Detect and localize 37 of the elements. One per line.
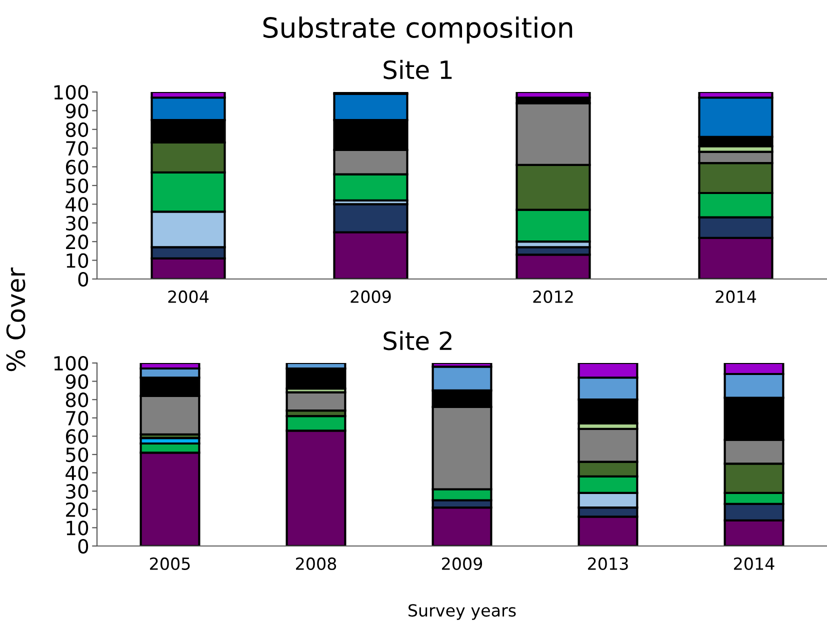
y-tick-label: 10 (66, 520, 88, 536)
chart-title: Substrate composition (263, 16, 572, 44)
y-tick-label: 0 (78, 538, 88, 554)
x-tick-label: 2008 (296, 557, 336, 570)
y-tick-label: 60 (66, 160, 88, 174)
x-tick-label: 2005 (150, 557, 190, 570)
y-tick-label: 30 (66, 216, 88, 231)
x-tick-label: 2004 (168, 290, 209, 304)
chart-subtitle: Site 1 (384, 60, 452, 80)
y-tick-label: 40 (66, 197, 88, 212)
x-tick-label: 2013 (588, 557, 628, 570)
y-tick-label: 10 (66, 253, 88, 268)
y-tick-label: 20 (66, 234, 88, 250)
y-tick-label: 100 (54, 84, 88, 100)
y-tick-label: 80 (66, 122, 88, 138)
y-tick-label: 40 (66, 466, 88, 480)
y-tick-label: 70 (66, 410, 88, 426)
y-axis-title: % Cover (6, 268, 26, 372)
bar (286, 367, 346, 390)
y-tick-label: 70 (66, 141, 88, 156)
y-tick-label: 50 (66, 178, 88, 194)
x-axis-title: Survey years (408, 604, 516, 620)
y-tick-label: 60 (66, 429, 88, 444)
y-tick-label: 0 (78, 272, 88, 287)
y-tick-label: 30 (66, 484, 88, 499)
x-tick-label: 2014 (716, 290, 756, 304)
x-tick-label: 2014 (734, 557, 774, 570)
y-tick-label: 20 (66, 502, 88, 518)
chart-subtitle: Site 2 (384, 330, 452, 350)
y-tick-label: 90 (66, 374, 88, 389)
y-tick-label: 50 (66, 447, 88, 462)
y-tick-label: 100 (54, 356, 88, 371)
x-tick-label: 2012 (533, 290, 573, 304)
y-tick-label: 90 (66, 104, 88, 118)
x-tick-label: 2009 (442, 557, 482, 570)
y-tick-label: 80 (66, 392, 88, 408)
x-tick-label: 2009 (350, 290, 391, 304)
